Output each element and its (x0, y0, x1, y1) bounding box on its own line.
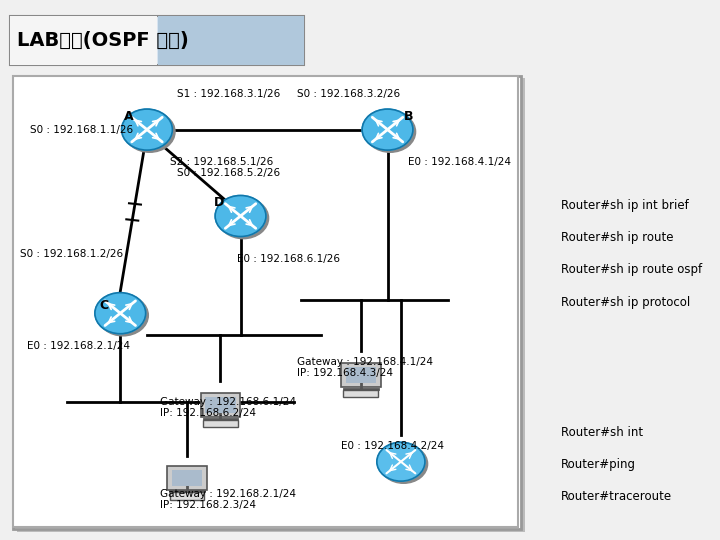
Text: A: A (124, 110, 133, 123)
Text: IP: 192.168.4.3/24: IP: 192.168.4.3/24 (297, 368, 393, 377)
Circle shape (218, 198, 269, 239)
Text: Gateway : 192.168.2.1/24: Gateway : 192.168.2.1/24 (161, 489, 297, 499)
Text: S2 : 192.168.5.1/26: S2 : 192.168.5.1/26 (171, 157, 274, 167)
Circle shape (379, 444, 428, 483)
Text: Router#sh ip int brief: Router#sh ip int brief (562, 199, 689, 212)
Text: E0 : 192.168.6.1/26: E0 : 192.168.6.1/26 (237, 254, 340, 264)
FancyBboxPatch shape (201, 393, 240, 417)
Circle shape (97, 295, 148, 336)
Text: LAB구성(OSPF 예제): LAB구성(OSPF 예제) (17, 31, 189, 50)
Text: E0 : 192.168.4.2/24: E0 : 192.168.4.2/24 (341, 441, 444, 450)
Text: Gateway : 192.168.4.1/24: Gateway : 192.168.4.1/24 (297, 357, 433, 367)
FancyBboxPatch shape (167, 466, 207, 490)
FancyBboxPatch shape (203, 420, 238, 427)
Text: S0 : 192.168.3.2/26: S0 : 192.168.3.2/26 (297, 90, 400, 99)
Text: Gateway : 192.168.6.1/24: Gateway : 192.168.6.1/24 (161, 397, 297, 407)
Text: IP: 192.168.2.3/24: IP: 192.168.2.3/24 (161, 500, 256, 510)
FancyBboxPatch shape (14, 76, 518, 526)
Circle shape (377, 442, 425, 481)
FancyBboxPatch shape (158, 16, 304, 65)
Text: Router#sh ip protocol: Router#sh ip protocol (562, 296, 690, 309)
FancyBboxPatch shape (10, 16, 157, 65)
Text: B: B (404, 110, 414, 123)
FancyBboxPatch shape (14, 76, 521, 529)
Text: Router#sh int: Router#sh int (562, 426, 644, 438)
Text: E0 : 192.168.4.1/24: E0 : 192.168.4.1/24 (408, 157, 510, 167)
FancyBboxPatch shape (341, 363, 380, 387)
Text: E0 : 192.168.2.1/24: E0 : 192.168.2.1/24 (27, 341, 130, 350)
Text: S1 : 192.168.3.1/26: S1 : 192.168.3.1/26 (177, 90, 280, 99)
Circle shape (122, 109, 172, 150)
Circle shape (215, 195, 266, 237)
Text: C: C (99, 299, 108, 312)
Text: Router#sh ip route: Router#sh ip route (562, 231, 674, 244)
Circle shape (362, 109, 413, 150)
Text: Router#traceroute: Router#traceroute (562, 490, 672, 503)
Text: S0 : 192.168.5.2/26: S0 : 192.168.5.2/26 (177, 168, 280, 178)
Text: S0 : 192.168.1.2/26: S0 : 192.168.1.2/26 (20, 249, 123, 259)
Text: IP: 192.168.6.2/24: IP: 192.168.6.2/24 (161, 408, 256, 418)
FancyBboxPatch shape (205, 397, 235, 413)
FancyBboxPatch shape (346, 367, 376, 383)
Text: Router#ping: Router#ping (562, 458, 636, 471)
Circle shape (95, 293, 145, 334)
FancyBboxPatch shape (170, 492, 204, 500)
FancyBboxPatch shape (343, 390, 378, 397)
Circle shape (365, 111, 415, 152)
FancyBboxPatch shape (10, 16, 304, 65)
FancyBboxPatch shape (172, 470, 202, 486)
FancyBboxPatch shape (17, 78, 524, 532)
Text: S0 : 192.168.1.1/26: S0 : 192.168.1.1/26 (30, 125, 133, 134)
Text: D: D (214, 196, 224, 209)
Circle shape (125, 111, 175, 152)
Text: Router#sh ip route ospf: Router#sh ip route ospf (562, 264, 703, 276)
